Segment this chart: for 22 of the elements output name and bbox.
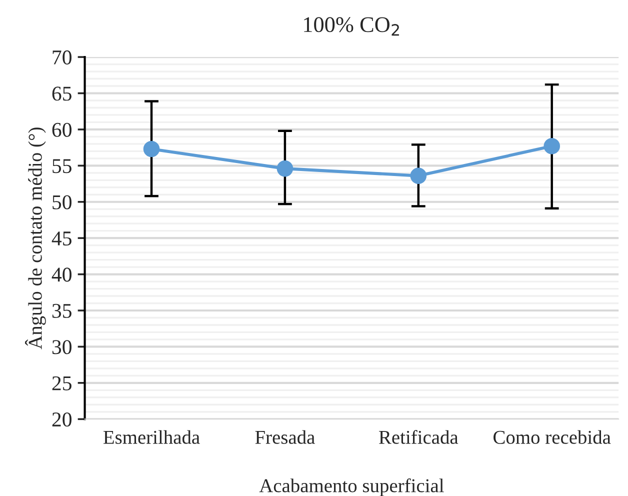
point — [143, 140, 160, 158]
x-axis-title: Acabamento superficial — [259, 478, 444, 496]
y-tick-label: 50 — [52, 195, 72, 210]
y-tick-label: 45 — [52, 232, 72, 246]
y-tick-label: 25 — [52, 376, 72, 390]
chart-title: 100% CO$_{2}$ — [304, 17, 399, 36]
point — [544, 138, 560, 154]
x-tick-label: Fresada — [255, 430, 315, 444]
y-axis-title: Ângulo de contato médio (°) — [25, 128, 46, 350]
y-tick-label: 20 — [52, 412, 72, 427]
y-tick-label: 65 — [52, 86, 72, 101]
y-tick-label: 30 — [52, 340, 72, 354]
y-tick-label: 40 — [52, 268, 72, 282]
y-tick-label: 35 — [52, 304, 72, 318]
x-tick-label: Como recebida — [494, 430, 611, 444]
x-tick-label: Esmerilhada — [103, 430, 200, 444]
y-tick-label: 60 — [52, 122, 72, 137]
point — [276, 160, 294, 177]
y-tick-label: 70 — [52, 50, 72, 64]
point — [410, 168, 427, 184]
y-tick-label: 55 — [52, 159, 72, 174]
x-tick-label: Retificada — [379, 430, 458, 444]
